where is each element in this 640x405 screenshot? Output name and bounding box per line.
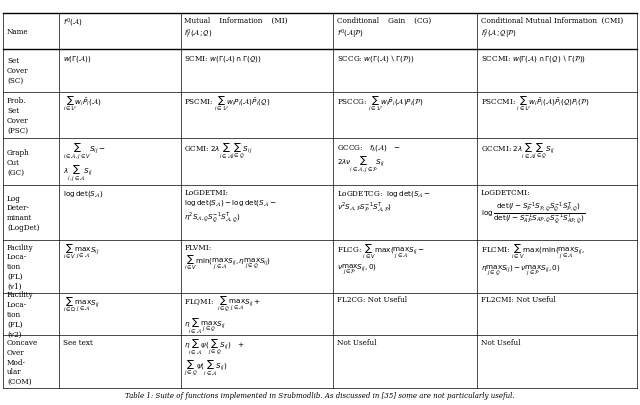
Text: LᴏGDETCG:  $\log \det(S_{\mathcal{A}} -$
$\nu^2 S_{\mathcal{A},\mathcal{P}}S_{\m: LᴏGDETCG: $\log \det(S_{\mathcal{A}} -$ … — [337, 188, 431, 214]
Text: FLQMI:  $\underset{i \in \mathcal{Q}}{\sum} \underset{j \in \mathcal{A}}{\max} S: FLQMI: $\underset{i \in \mathcal{Q}}{\su… — [184, 296, 261, 334]
Text: $\log \det(S_{\mathcal{A}})$: $\log \det(S_{\mathcal{A}})$ — [63, 188, 103, 198]
Text: $\underset{i \in \mathcal{U}}{\sum} w_i \bar{P}_i(\mathcal{A})$: $\underset{i \in \mathcal{U}}{\sum} w_i … — [63, 95, 102, 113]
Text: Set
Cover
(SC): Set Cover (SC) — [7, 58, 29, 85]
Text: $\eta \underset{i \in \mathcal{A}}{\sum} \psi(\underset{j \in \mathcal{Q}}{\sum}: $\eta \underset{i \in \mathcal{A}}{\sum}… — [184, 338, 245, 377]
Text: PSCCG: $\underset{i \in \mathcal{U}}{\sum} w_i \bar{P}_i(\mathcal{A})P_i(\mathca: PSCCG: $\underset{i \in \mathcal{U}}{\su… — [337, 95, 423, 113]
Text: Log
Deter-
minant
(LogDet): Log Deter- minant (LogDet) — [7, 194, 40, 232]
Text: $\underset{i \in \mathcal{A}, j \in V}{\sum} S_{ij}$ $-$
$\lambda \underset{i,j : $\underset{i \in \mathcal{A}, j \in V}{\… — [63, 142, 106, 184]
Text: Prob.
Set
Cover
(PSC): Prob. Set Cover (PSC) — [7, 97, 29, 134]
Text: PSCMI: $\underset{i \in \mathcal{U}}{\sum} w_i P_i(\mathcal{A})\bar{P}_i(\mathca: PSCMI: $\underset{i \in \mathcal{U}}{\su… — [184, 95, 271, 113]
Text: $w(\Gamma(\mathcal{A}))$: $w(\Gamma(\mathcal{A}))$ — [63, 53, 92, 64]
Text: $f^0(\mathcal{A})$: $f^0(\mathcal{A})$ — [63, 17, 83, 29]
Text: FL2CMI: Not Useful: FL2CMI: Not Useful — [481, 296, 556, 304]
Text: Mutual    Information    (MI)
$I^0_f(\mathcal{A}; \mathcal{Q})$: Mutual Information (MI) $I^0_f(\mathcal{… — [184, 17, 288, 41]
Text: Facility
Loca-
tion
(FL)
(v1): Facility Loca- tion (FL) (v1) — [7, 243, 34, 290]
Text: Graph
Cut
(GC): Graph Cut (GC) — [7, 149, 30, 176]
Text: SCCG: $w(\Gamma(\mathcal{A}) \setminus \Gamma(\mathcal{P}))$: SCCG: $w(\Gamma(\mathcal{A}) \setminus \… — [337, 53, 414, 64]
Text: LᴏGDETCMI:
$\log \dfrac{\det(I - S^{-1}_{\mathcal{P}} S_{\mathcal{P},\mathcal{Q}: LᴏGDETCMI: $\log \dfrac{\det(I - S^{-1}_… — [481, 188, 586, 225]
Text: FL2CG: Not Useful: FL2CG: Not Useful — [337, 296, 406, 304]
Text: Concave
Over
Mod-
ular
(COM): Concave Over Mod- ular (COM) — [7, 338, 38, 385]
Text: Name: Name — [7, 28, 29, 36]
Text: Conditional Mutual Information  (CMI)
$I^0_f(\mathcal{A}; \mathcal{Q}|\mathcal{P: Conditional Mutual Information (CMI) $I^… — [481, 17, 623, 41]
Text: Conditional    Gain    (CG)
$f^0(\mathcal{A}|\mathcal{P})$: Conditional Gain (CG) $f^0(\mathcal{A}|\… — [337, 17, 431, 41]
Text: SCMI: $w(\Gamma(\mathcal{A}) \cap \Gamma(\mathcal{Q}))$: SCMI: $w(\Gamma(\mathcal{A}) \cap \Gamma… — [184, 53, 262, 64]
Text: Not Useful: Not Useful — [481, 338, 520, 346]
Text: See text: See text — [63, 338, 93, 346]
Text: $\underset{i \in V}{\sum} \underset{j \in \mathcal{A}}{\max} S_{ij}$: $\underset{i \in V}{\sum} \underset{j \i… — [63, 243, 99, 261]
Text: PSCCMI: $\underset{i \in \mathcal{U}}{\sum} w_i \bar{P}_i(\mathcal{A})\bar{P}_i(: PSCCMI: $\underset{i \in \mathcal{U}}{\s… — [481, 95, 589, 113]
Text: SCCMI: $w(\Gamma(\mathcal{A}) \cap \Gamma(\mathcal{Q}) \setminus \Gamma(\mathcal: SCCMI: $w(\Gamma(\mathcal{A}) \cap \Gamm… — [481, 53, 586, 64]
Text: LᴏGDETMI:
$\log \det(S_{\mathcal{A}}) - \log \det(S_{\mathcal{A}} -$
$\eta^2 S_{: LᴏGDETMI: $\log \det(S_{\mathcal{A}}) - … — [184, 188, 277, 224]
Text: $\underset{i \in \Omega}{\sum} \underset{j \in \mathcal{A}}{\max} S_{ij}$: $\underset{i \in \Omega}{\sum} \underset… — [63, 296, 100, 313]
Text: GCCG:   $f_{\lambda}(\mathcal{A})$   $-$
$2\lambda\nu \underset{i \in \mathcal{A: GCCG: $f_{\lambda}(\mathcal{A})$ $-$ $2\… — [337, 142, 401, 175]
Text: GCCMI: $2\lambda \underset{i \in \mathcal{A}}{\sum} \underset{j \in \mathcal{Q}}: GCCMI: $2\lambda \underset{i \in \mathca… — [481, 142, 555, 160]
Text: FLCMI: $\underset{i \in V}{\sum} \max(\min(\underset{j \in \mathcal{A}}{\max} S_: FLCMI: $\underset{i \in V}{\sum} \max(\m… — [481, 243, 585, 277]
Text: GCMI: $2\lambda \underset{i \in \mathcal{A}}{\sum} \underset{j \in \mathcal{Q}}{: GCMI: $2\lambda \underset{i \in \mathcal… — [184, 142, 253, 160]
Text: FLVMI:
$\underset{i \in V}{\sum} \min(\underset{j \in \mathcal{A}}{\max} S_{ij},: FLVMI: $\underset{i \in V}{\sum} \min(\u… — [184, 243, 271, 271]
Text: Not Useful: Not Useful — [337, 338, 376, 346]
Text: Table 1: Suite of functions implemented in Sᴛubmodlib. As discussed in [35] some: Table 1: Suite of functions implemented … — [125, 391, 515, 399]
Text: Facility
Loca-
tion
(FL)
(v2): Facility Loca- tion (FL) (v2) — [7, 290, 34, 338]
Text: FLCG: $\underset{i \in V}{\sum} \max(\underset{j \in \mathcal{A}}{\max} S_{ij} -: FLCG: $\underset{i \in V}{\sum} \max(\un… — [337, 243, 424, 278]
